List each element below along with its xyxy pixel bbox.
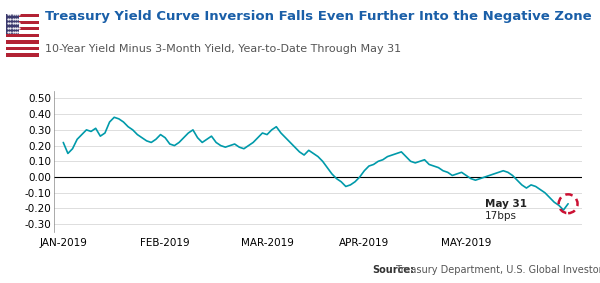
- Bar: [6, 44, 39, 47]
- Bar: [6, 14, 39, 18]
- Bar: [6, 18, 39, 21]
- Bar: [6, 31, 39, 34]
- Text: 10-Year Yield Minus 3-Month Yield, Year-to-Date Through May 31: 10-Year Yield Minus 3-Month Yield, Year-…: [45, 44, 401, 54]
- Bar: [6, 34, 39, 37]
- Bar: [6, 53, 39, 57]
- Bar: [6, 40, 39, 44]
- Text: Treasury Department, U.S. Global Investors: Treasury Department, U.S. Global Investo…: [393, 265, 600, 275]
- Bar: [6, 24, 39, 27]
- Bar: [6, 47, 39, 50]
- Text: Treasury Yield Curve Inversion Falls Even Further Into the Negative Zone: Treasury Yield Curve Inversion Falls Eve…: [45, 10, 592, 23]
- Text: May 31: May 31: [485, 199, 527, 209]
- Bar: [6, 37, 39, 40]
- Bar: [6, 14, 19, 34]
- Bar: [6, 21, 39, 24]
- Bar: [6, 50, 39, 53]
- Text: Source:: Source:: [372, 265, 414, 275]
- Text: 17bps: 17bps: [485, 211, 517, 221]
- Bar: [6, 27, 39, 31]
